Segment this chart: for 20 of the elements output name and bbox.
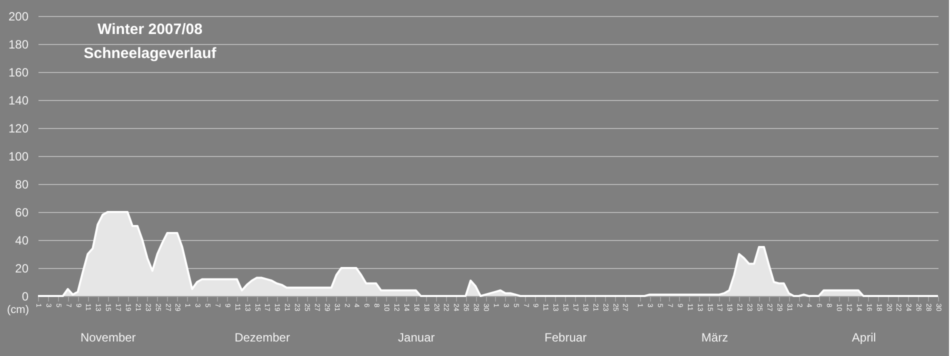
y-tick-label: 60 bbox=[15, 206, 29, 220]
y-tick-label: 200 bbox=[8, 10, 29, 24]
x2-tick-label: Januar bbox=[398, 330, 435, 344]
y-tick-label: 40 bbox=[15, 234, 29, 248]
x2-tick-label: Dezember bbox=[234, 330, 290, 344]
chart-title: Winter 2007/08 bbox=[98, 21, 202, 38]
y-tick-label: 80 bbox=[15, 178, 29, 192]
y-tick-label: 140 bbox=[8, 94, 29, 108]
x2-tick-label: April bbox=[852, 330, 876, 344]
y-tick-label: 0 bbox=[22, 290, 29, 304]
y-tick-label: 20 bbox=[15, 262, 29, 276]
y-tick-label: 160 bbox=[8, 66, 29, 80]
text: Schneelageverlauf bbox=[84, 45, 218, 62]
y-tick-label: 100 bbox=[8, 150, 29, 164]
y-tick-label: 180 bbox=[8, 38, 29, 52]
x2-tick-label: November bbox=[80, 330, 136, 344]
x2-tick-label: Februar bbox=[544, 330, 587, 344]
x2-tick-label: März bbox=[701, 330, 728, 344]
y-tick-label: 120 bbox=[8, 122, 29, 136]
y-axis-title: (cm) bbox=[7, 304, 29, 316]
